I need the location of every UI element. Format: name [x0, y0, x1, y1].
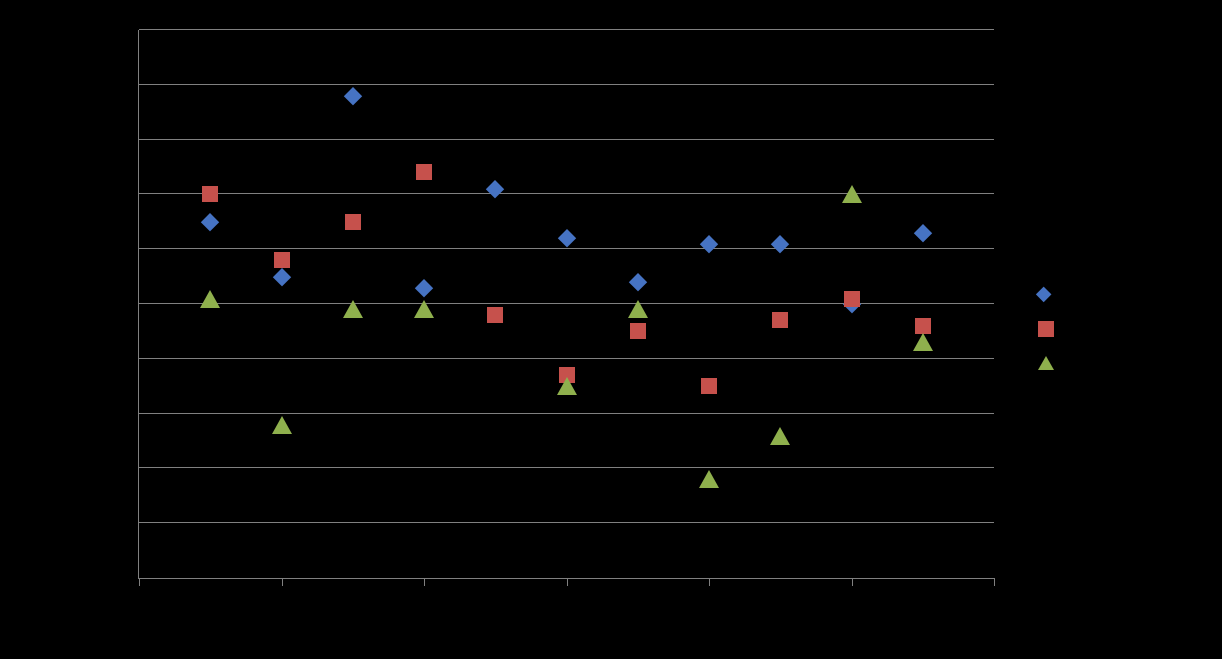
- diamond-marker: [916, 226, 929, 239]
- scatter-chart: [0, 0, 1222, 659]
- square-marker: [487, 307, 503, 323]
- gridline: [139, 467, 994, 468]
- gridline: [139, 248, 994, 249]
- legend-item: [1038, 319, 1054, 339]
- x-tick: [282, 578, 283, 586]
- gridline: [139, 413, 994, 414]
- diamond-marker: [703, 237, 716, 250]
- triangle-marker: [628, 300, 648, 318]
- plot-area: [138, 30, 994, 579]
- diamond-marker: [489, 183, 502, 196]
- diamond-marker: [346, 89, 359, 102]
- square-marker: [844, 291, 860, 307]
- triangle-marker: [343, 300, 363, 318]
- square-marker: [416, 164, 432, 180]
- gridline: [139, 193, 994, 194]
- x-tick: [709, 578, 710, 586]
- x-tick: [424, 578, 425, 586]
- diamond-marker: [1038, 289, 1049, 300]
- legend-item: [1038, 285, 1054, 305]
- gridline: [139, 29, 994, 30]
- legend: [1038, 285, 1054, 373]
- triangle-marker: [1038, 356, 1054, 370]
- gridline: [139, 358, 994, 359]
- diamond-marker: [418, 281, 431, 294]
- triangle-marker: [272, 416, 292, 434]
- gridline: [139, 522, 994, 523]
- x-tick: [852, 578, 853, 586]
- triangle-marker: [200, 290, 220, 308]
- x-tick: [139, 578, 140, 586]
- triangle-marker: [699, 470, 719, 488]
- diamond-marker: [631, 276, 644, 289]
- legend-item: [1038, 353, 1054, 373]
- square-marker: [701, 378, 717, 394]
- square-marker: [202, 186, 218, 202]
- triangle-marker: [913, 333, 933, 351]
- diamond-marker: [560, 232, 573, 245]
- diamond-marker: [204, 215, 217, 228]
- square-marker: [345, 214, 361, 230]
- triangle-marker: [557, 377, 577, 395]
- gridline: [139, 139, 994, 140]
- gridline: [139, 303, 994, 304]
- x-tick: [567, 578, 568, 586]
- square-marker: [915, 318, 931, 334]
- square-marker: [274, 252, 290, 268]
- x-tick: [994, 578, 995, 586]
- square-marker: [772, 312, 788, 328]
- triangle-marker: [842, 185, 862, 203]
- diamond-marker: [275, 270, 288, 283]
- square-marker: [630, 323, 646, 339]
- gridline: [139, 84, 994, 85]
- triangle-marker: [770, 427, 790, 445]
- diamond-marker: [774, 237, 787, 250]
- square-marker: [1038, 321, 1054, 337]
- triangle-marker: [414, 300, 434, 318]
